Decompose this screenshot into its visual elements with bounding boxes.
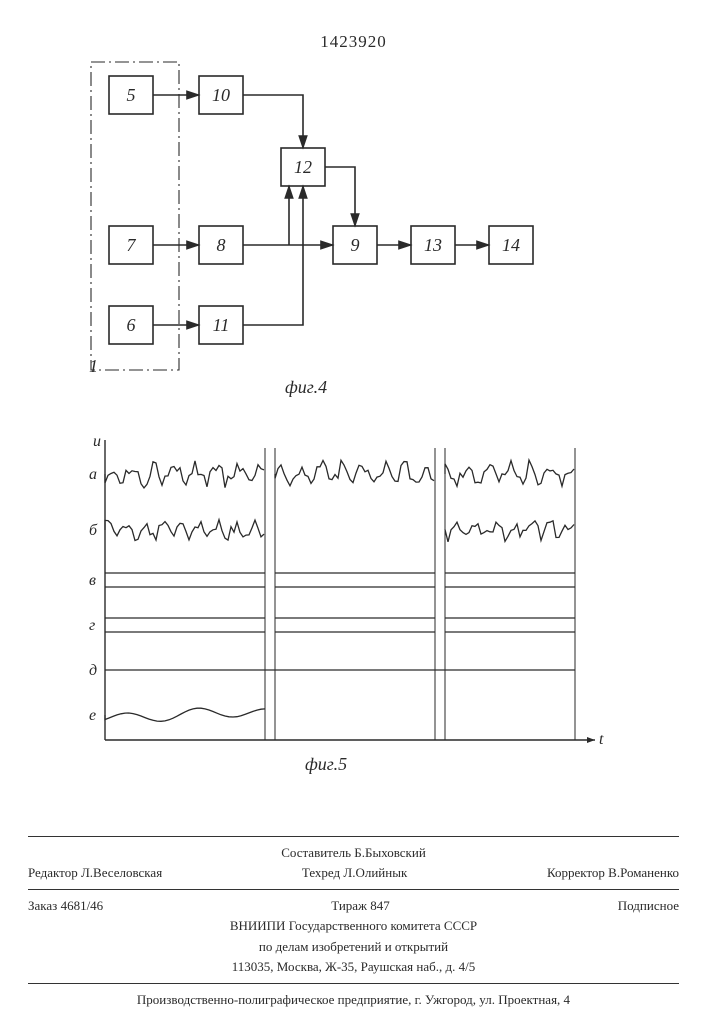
divider	[28, 836, 679, 837]
figure-4-block-diagram: 5101278913146111фиг.4	[75, 58, 575, 418]
corrector-label: Корректор	[547, 865, 605, 880]
patent-number: 1423920	[0, 32, 707, 52]
order-number: 4681/46	[61, 898, 104, 913]
tech-label: Техред	[302, 865, 340, 880]
org-line-2: по делам изобретений и открытий	[28, 937, 679, 957]
svg-text:1: 1	[89, 356, 98, 376]
svg-text:t: t	[599, 731, 604, 748]
svg-text:фиг.4: фиг.4	[285, 377, 327, 397]
corrector-name: В.Романенко	[608, 865, 679, 880]
svg-text:б: б	[89, 522, 98, 539]
svg-text:8: 8	[217, 235, 226, 255]
address-line: 113035, Москва, Ж-35, Раушская наб., д. …	[28, 957, 679, 977]
compiler-name: Б.Быховский	[354, 845, 425, 860]
svg-text:13: 13	[424, 235, 442, 255]
svg-text:фиг.5: фиг.5	[305, 754, 347, 774]
figure-5-timing-chart: и t a б в г д е фиг.5	[75, 430, 615, 800]
tirazh-label: Тираж	[331, 898, 367, 913]
svg-text:12: 12	[294, 157, 312, 177]
svg-text:7: 7	[127, 235, 137, 255]
svg-text:е: е	[89, 707, 96, 724]
org-line-1: ВНИИПИ Государственного комитета СССР	[28, 916, 679, 936]
svg-text:г: г	[89, 617, 95, 634]
svg-text:10: 10	[212, 85, 230, 105]
divider	[28, 983, 679, 984]
page: 1423920 5101278913146111фиг.4 иtaбвгдефи…	[0, 0, 707, 1000]
svg-text:11: 11	[213, 315, 230, 335]
svg-text:9: 9	[351, 235, 360, 255]
svg-text:и: и	[93, 433, 101, 450]
sign-text: Подписное	[618, 896, 679, 916]
svg-text:a: a	[89, 466, 97, 483]
editor-label: Редактор	[28, 865, 78, 880]
order-label: Заказ	[28, 898, 57, 913]
compiler-label: Составитель	[281, 845, 351, 860]
editor-name: Л.Веселовская	[81, 865, 162, 880]
svg-text:д: д	[89, 662, 97, 679]
tech-name: Л.Олийнык	[343, 865, 407, 880]
svg-text:в: в	[89, 572, 96, 589]
divider	[28, 889, 679, 890]
document-footer: Составитель Б.Быховский Редактор Л.Весел…	[28, 830, 679, 1010]
tirazh-number: 847	[370, 898, 390, 913]
svg-text:5: 5	[127, 85, 136, 105]
svg-text:14: 14	[502, 235, 520, 255]
svg-text:6: 6	[127, 315, 136, 335]
